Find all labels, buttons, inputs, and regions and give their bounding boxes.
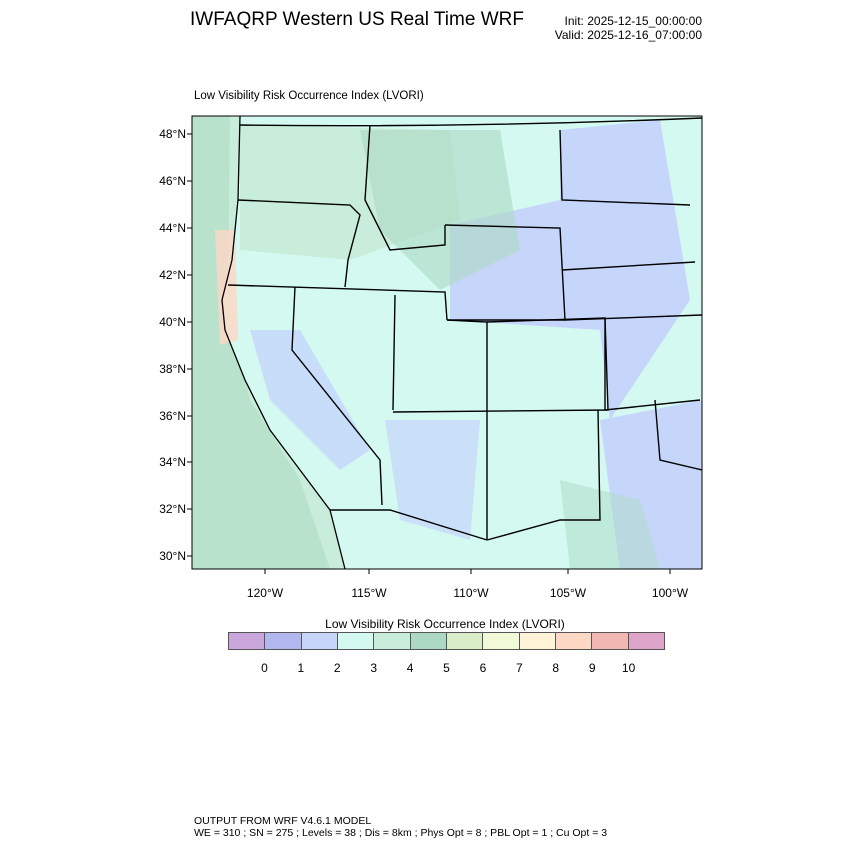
colorbar-swatch xyxy=(265,633,302,649)
colorbar-swatch xyxy=(519,633,556,649)
lat-label: 30°N xyxy=(159,549,186,563)
colorbar-swatch xyxy=(229,633,266,649)
lat-label: 32°N xyxy=(159,502,186,516)
lon-label: 100°W xyxy=(651,586,689,600)
ocean-dark xyxy=(192,116,330,569)
lon-label: 120°W xyxy=(246,586,284,600)
lat-label: 40°N xyxy=(159,315,186,329)
lat-label: 48°N xyxy=(159,127,186,141)
colorbar-swatch xyxy=(446,633,484,649)
colorbar-label: 10 xyxy=(621,661,636,675)
colorbar-label: 3 xyxy=(370,661,377,675)
region-south-tx xyxy=(560,480,660,569)
colorbar-swatch xyxy=(337,633,375,649)
footer: OUTPUT FROM WRF V4.6.1 MODEL WE = 310 ; … xyxy=(194,815,607,839)
coastline xyxy=(221,116,346,569)
lon-label: 115°W xyxy=(351,586,387,600)
colorbar-swatch xyxy=(374,633,411,649)
lon-label: 110°W xyxy=(453,586,489,600)
lon-label: 105°W xyxy=(549,586,587,600)
colorbar-swatch xyxy=(628,633,664,649)
region-southwest-blue xyxy=(385,420,480,540)
colorbar-swatch xyxy=(410,633,447,649)
footer-model: OUTPUT FROM WRF V4.6.1 MODEL xyxy=(194,815,372,827)
init-time: Init: 2025-12-15_00:00:00 xyxy=(564,14,702,28)
time-info: Init: 2025-12-15_00:00:00 Valid: 2025-12… xyxy=(555,14,702,42)
lat-label: 44°N xyxy=(159,221,186,235)
lat-label: 34°N xyxy=(159,455,186,469)
colorbar-label: 6 xyxy=(479,661,487,675)
colorbar-swatch xyxy=(483,633,520,649)
lat-label: 36°N xyxy=(159,409,186,423)
lat-label: 38°N xyxy=(159,362,186,376)
colorbar-swatch xyxy=(555,633,593,649)
colorbar-swatch xyxy=(592,633,629,649)
footer-config: WE = 310 ; SN = 275 ; Levels = 38 ; Dis … xyxy=(194,827,608,839)
state-boundaries xyxy=(227,117,702,541)
region-sierra-blue xyxy=(250,330,370,470)
colorbar-label: 1 xyxy=(297,661,305,675)
colorbar-label: 0 xyxy=(261,661,268,675)
plot-subtitle: Low Visibility Risk Occurrence Index (LV… xyxy=(194,90,424,102)
colorbar-label: 9 xyxy=(588,661,596,675)
colorbar-title: Low Visibility Risk Occurrence Index (LV… xyxy=(325,617,565,631)
colorbar-label: 8 xyxy=(552,661,560,675)
colorbar xyxy=(228,632,665,650)
plot-frame xyxy=(191,115,703,570)
colorbar-label: 4 xyxy=(406,661,414,675)
colorbar-label: 2 xyxy=(333,661,341,675)
lat-label: 42°N xyxy=(159,268,186,282)
colorbar-label: 7 xyxy=(515,661,523,675)
colorbar-swatch xyxy=(301,633,338,649)
colorbar-label: 5 xyxy=(443,661,450,675)
lat-label: 46°N xyxy=(159,174,186,188)
valid-time: Valid: 2025-12-16_07:00:00 xyxy=(554,28,702,42)
chart-title: IWFAQRP Western US Real Time WRF xyxy=(190,9,524,30)
region-rockies xyxy=(360,130,520,290)
